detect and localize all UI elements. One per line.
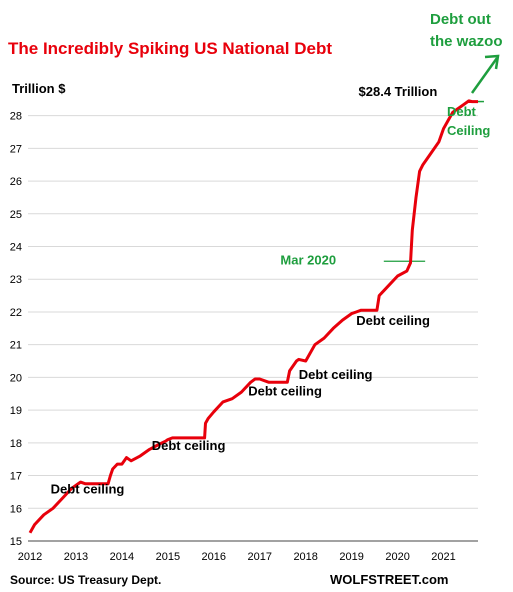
y-tick-label: 22 (10, 307, 22, 319)
y-tick-label: 23 (10, 274, 22, 286)
x-tick-label: 2013 (64, 551, 88, 563)
annotation-label: Debt ceiling (248, 383, 322, 398)
y-tick-label: 27 (10, 143, 22, 155)
y-tick-label: 16 (10, 503, 22, 515)
debt-ceiling-green-label-line2: Ceiling (447, 123, 490, 138)
arrow-up-right-icon (470, 54, 500, 94)
y-tick-label: 18 (10, 438, 22, 450)
y-tick-label: 17 (10, 471, 22, 483)
x-tick-label: 2015 (156, 551, 180, 563)
annotation-label: $28.4 Trillion (359, 84, 438, 99)
y-tick-label: 19 (10, 405, 22, 417)
credit-note: WOLFSTREET.com (330, 572, 448, 587)
x-tick-label: 2021 (431, 551, 455, 563)
x-tick-labels: 2012 2013 2014 2015 2016 2017 2018 2019 2020 2021 (18, 551, 456, 563)
annotation-label: Debt ceiling (152, 438, 226, 453)
y-tick-label: 25 (10, 209, 22, 221)
y-tick-label: 24 (10, 242, 22, 254)
y-tick-labels: 15 16 17 18 19 20 21 22 23 24 25 26 27 28 (10, 111, 22, 548)
annotation-label: Debt ceiling (299, 367, 373, 382)
x-tick-label: 2018 (293, 551, 317, 563)
x-tick-label: 2020 (385, 551, 409, 563)
wazoo-label-line1: Debt out (430, 11, 491, 28)
annotation-label: Debt ceiling (356, 313, 430, 328)
y-tick-label: 20 (10, 372, 22, 384)
x-tick-label: 2016 (202, 551, 226, 563)
chart-title: The Incredibly Spiking US National Debt (8, 39, 332, 58)
y-tick-label: 26 (10, 176, 22, 188)
wazoo-label-line2: the wazoo (430, 33, 503, 50)
debt-series-line (28, 99, 478, 534)
debt-ceiling-green-label-line1: Debt (447, 104, 477, 119)
x-tick-label: 2014 (110, 551, 134, 563)
x-tick-label: 2012 (18, 551, 42, 563)
y-tick-label: 21 (10, 340, 22, 352)
x-tick-label: 2019 (339, 551, 363, 563)
annotation-label: Debt ceiling (51, 482, 125, 497)
y-axis-label: Trillion $ (12, 81, 66, 96)
y-tick-label: 28 (10, 111, 22, 123)
x-tick-label: 2017 (248, 551, 272, 563)
gridlines (28, 115, 478, 509)
annotation-label: Mar 2020 (280, 253, 336, 268)
source-note: Source: US Treasury Dept. (10, 573, 161, 587)
y-tick-label: 15 (10, 536, 22, 548)
